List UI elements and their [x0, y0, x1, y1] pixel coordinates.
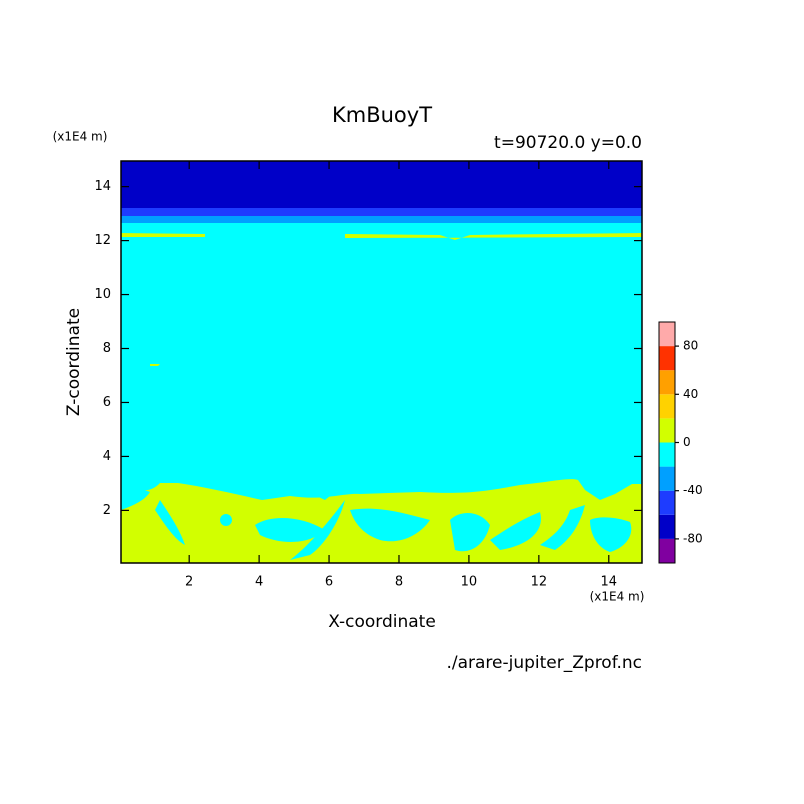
x-tick-label: 6 — [325, 575, 333, 590]
colorbar-box — [659, 538, 675, 563]
y-tick-label: 4 — [103, 449, 111, 464]
field-blue — [121, 208, 642, 216]
colorbar-outline — [658, 321, 676, 564]
colorbar-label: 40 — [683, 387, 698, 401]
colorbar-box — [659, 418, 675, 443]
x-tick-label: 10 — [461, 575, 478, 590]
colorbar-box — [659, 394, 675, 419]
colorbar-label: 80 — [683, 339, 698, 353]
colorbar-box — [659, 370, 675, 395]
colorbar-label: 0 — [683, 435, 691, 449]
colorbar-box — [659, 466, 675, 491]
field-dark-blue — [121, 161, 642, 208]
x-tick-label: 14 — [601, 575, 618, 590]
colorbar-box — [659, 322, 675, 347]
subtitle: t=90720.0 y=0.0 — [494, 133, 642, 153]
x-unit: (x1E4 m) — [590, 590, 645, 604]
source-label: ./arare-jupiter_Zprof.nc — [446, 653, 642, 673]
chart-title: KmBuoyT — [332, 103, 432, 127]
colorbar-box — [659, 442, 675, 467]
y-tick-label: 6 — [103, 395, 111, 410]
x-tick-label: 12 — [531, 575, 548, 590]
x-tick-label: 4 — [255, 575, 263, 590]
colorbar-box — [659, 490, 675, 515]
plot-frame — [120, 160, 643, 564]
y-tick-label: 14 — [94, 179, 111, 194]
x-tick-label: 8 — [395, 575, 403, 590]
x-tick-label: 2 — [185, 575, 193, 590]
y-unit: (x1E4 m) — [53, 130, 108, 144]
y-tick-label: 8 — [103, 341, 111, 356]
colorbar-label: -80 — [683, 531, 703, 545]
y-tick-label: 10 — [94, 287, 111, 302]
contour-field — [121, 161, 642, 563]
field-cyan-patches — [121, 485, 632, 560]
colorbar-box — [659, 346, 675, 371]
y-tick-label: 12 — [94, 233, 111, 248]
y-axis-label: Z-coordinate — [64, 308, 84, 416]
x-axis-label: X-coordinate — [328, 612, 436, 632]
field-light-blue — [121, 216, 642, 223]
colorbar-box — [659, 514, 675, 539]
colorbar-label: -40 — [683, 483, 703, 497]
y-tick-label: 2 — [103, 503, 111, 518]
